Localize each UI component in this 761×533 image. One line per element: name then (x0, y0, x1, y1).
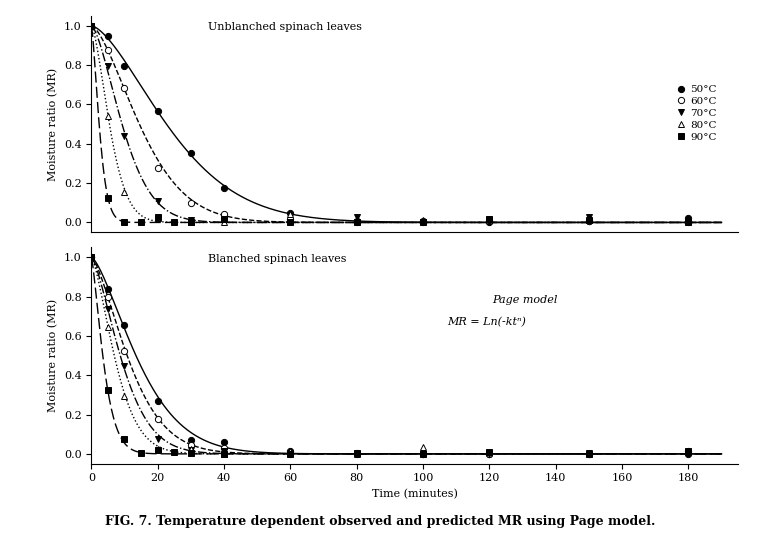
Legend: 50°C, 60°C, 70°C, 80°C, 90°C: 50°C, 60°C, 70°C, 80°C, 90°C (673, 82, 720, 145)
Text: Page model: Page model (492, 295, 558, 305)
Text: MR = Ln(-ktⁿ): MR = Ln(-ktⁿ) (447, 317, 526, 327)
Text: Unblanched spinach leaves: Unblanched spinach leaves (208, 22, 361, 33)
X-axis label: Time (minutes): Time (minutes) (372, 489, 457, 499)
Text: FIG. 7. Temperature dependent observed and predicted MR using Page model.: FIG. 7. Temperature dependent observed a… (105, 515, 656, 528)
Y-axis label: Moisture ratio (MR): Moisture ratio (MR) (48, 299, 59, 412)
Y-axis label: Moisture ratio (MR): Moisture ratio (MR) (48, 68, 59, 181)
Text: Blanched spinach leaves: Blanched spinach leaves (208, 254, 346, 264)
